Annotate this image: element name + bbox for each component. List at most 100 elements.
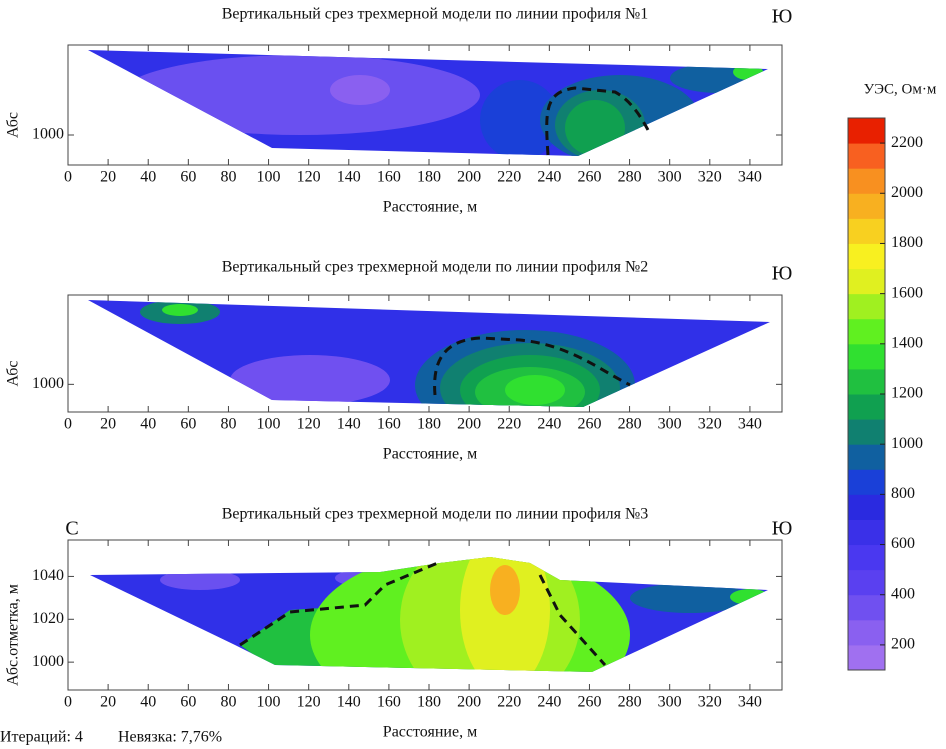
plot-frame [67,539,783,691]
colorbar-tick-label: 1400 [891,334,923,351]
colorbar-band [848,494,885,520]
x-tick-label: 140 [337,416,361,433]
colorbar-band [848,644,885,671]
x-tick-label: 260 [577,169,601,186]
x-tick-label: 280 [618,416,642,433]
colorbar-band [848,268,885,295]
chart-title: Вертикальный срез трехмерной модели по л… [222,506,649,523]
x-axis-label: Расстояние, м [383,724,477,741]
corner-label: Ю [772,518,793,540]
colorbar-band [848,143,885,169]
corner-label: Ю [772,263,793,285]
x-tick-label: 140 [337,694,361,711]
x-tick-label: 20 [100,416,116,433]
corner-label: Ю [772,6,793,28]
x-tick-label: 220 [497,694,521,711]
x-tick-label: 120 [297,169,321,186]
colorbar-tick-label: 800 [891,485,915,502]
x-tick-label: 160 [377,416,401,433]
x-axis-label: Расстояние, м [383,199,477,216]
x-tick-label: 100 [257,416,281,433]
colorbar-band [848,343,885,370]
colorbar-band [848,368,885,395]
x-tick-label: 280 [618,694,642,711]
colorbar-band [848,318,885,345]
x-tick-label: 140 [337,169,361,186]
x-tick-label: 200 [457,416,481,433]
x-tick-label: 340 [738,169,762,186]
x-tick-label: 240 [537,169,561,186]
colorbar-band [848,619,885,646]
x-tick-label: 320 [698,694,722,711]
colorbar-tick-label: 2200 [891,134,923,151]
x-tick-label: 60 [180,416,196,433]
y-tick-label: 1000 [32,375,64,392]
colorbar-tick-label: 200 [891,636,915,653]
colorbar-band [848,594,885,621]
colorbar-band [848,544,885,571]
x-tick-label: 300 [658,169,682,186]
colorbar-band [848,243,885,270]
x-tick-label: 100 [257,169,281,186]
x-tick-label: 40 [140,694,156,711]
colorbar-band [848,394,885,420]
colorbar-tick-label: 600 [891,535,915,552]
x-tick-label: 200 [457,169,481,186]
x-tick-label: 280 [618,169,642,186]
y-axis-label: Абс.отметка, м [5,584,22,686]
x-tick-label: 60 [180,169,196,186]
x-tick-label: 320 [698,169,722,186]
x-tick-label: 240 [537,416,561,433]
colorbar-tick-label: 1600 [891,284,923,301]
colorbar-band [848,168,885,194]
x-tick-label: 120 [297,694,321,711]
x-tick-label: 320 [698,416,722,433]
plot-frame [67,44,783,166]
x-tick-label: 180 [417,416,441,433]
y-axis-label: Абс [5,361,22,387]
x-tick-label: 260 [577,694,601,711]
x-tick-label: 20 [100,694,116,711]
x-tick-label: 240 [537,694,561,711]
contour-field [90,557,768,672]
x-tick-label: 340 [738,416,762,433]
corner-label: С [65,518,78,540]
x-tick-label: 0 [64,694,72,711]
x-tick-label: 40 [140,169,156,186]
y-tick-label: 1040 [32,567,64,584]
colorbar-band [848,469,885,495]
x-tick-label: 100 [257,694,281,711]
colorbar-tick-label: 1000 [891,435,923,452]
x-tick-label: 0 [64,169,72,186]
colorbar-band [848,218,885,244]
x-tick-label: 180 [417,694,441,711]
y-axis-label: Абс [5,112,22,138]
x-tick-label: 80 [220,416,236,433]
x-tick-label: 220 [497,169,521,186]
x-tick-label: 80 [220,169,236,186]
x-tick-label: 80 [220,694,236,711]
chart-title: Вертикальный срез трехмерной модели по л… [222,259,649,276]
colorbar-band [848,419,885,445]
x-tick-label: 40 [140,416,156,433]
colorbar-title: УЭС, Ом·м [864,81,937,97]
colorbar-tick-label: 400 [891,585,915,602]
x-tick-label: 200 [457,694,481,711]
colorbar-band [848,569,885,596]
footer-iterations: Итераций: 4 [0,729,83,746]
x-tick-label: 220 [497,416,521,433]
x-tick-label: 160 [377,694,401,711]
x-axis-label: Расстояние, м [383,446,477,463]
x-tick-label: 300 [658,416,682,433]
colorbar-band [848,519,885,546]
chart-title: Вертикальный срез трехмерной модели по л… [222,6,649,23]
x-tick-label: 300 [658,694,682,711]
y-tick-label: 1020 [32,610,64,627]
x-tick-label: 260 [577,416,601,433]
colorbar-band [848,293,885,320]
contour-field [88,50,768,156]
colorbar-tick-label: 2000 [891,184,923,201]
boundary-line [433,336,631,396]
x-tick-label: 0 [64,416,72,433]
